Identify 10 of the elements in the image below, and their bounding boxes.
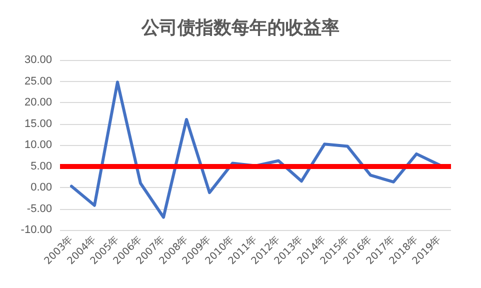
y-tick-label: 0.00 — [30, 182, 52, 194]
chart-title: 公司债指数每年的收益率 — [140, 18, 340, 38]
y-tick-label: 10.00 — [24, 139, 52, 151]
y-tick-label: -10.00 — [20, 224, 52, 236]
y-tick-label: 15.00 — [24, 118, 52, 130]
y-tick-label: -5.00 — [26, 202, 52, 215]
y-tick-label: 30.00 — [24, 54, 52, 66]
y-tick-label: 20.00 — [24, 96, 52, 108]
y-tick-label: 25.00 — [24, 75, 52, 88]
y-tick-label: 5.00 — [30, 160, 52, 172]
